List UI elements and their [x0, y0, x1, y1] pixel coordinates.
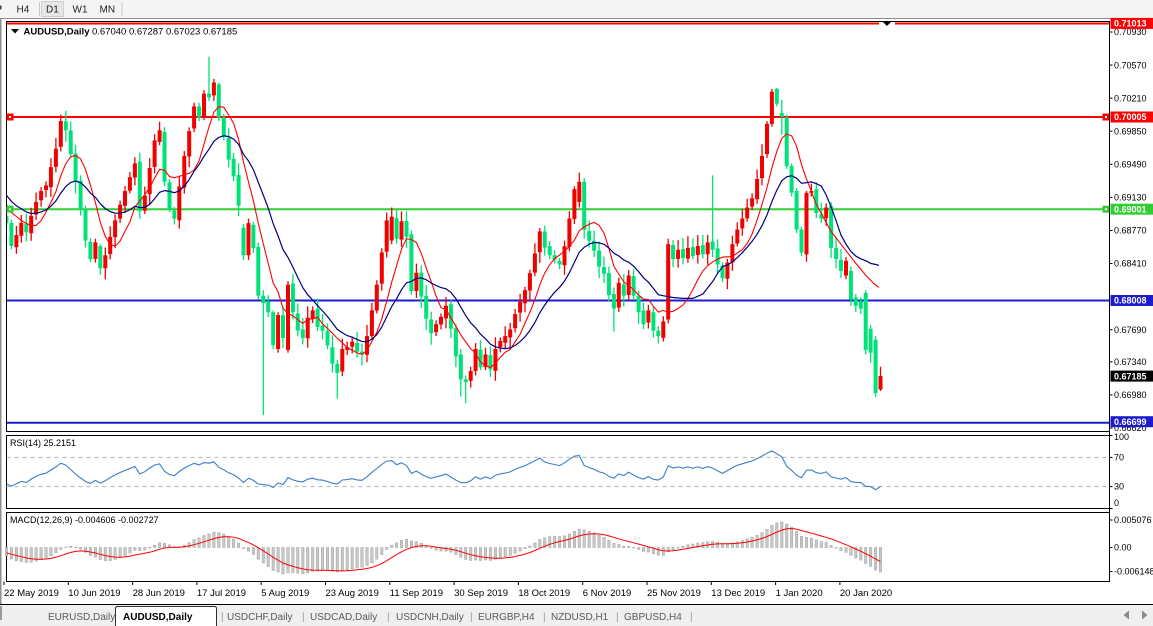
svg-text:18 Oct 2019: 18 Oct 2019	[518, 588, 570, 599]
svg-text:D1: D1	[46, 5, 59, 16]
svg-text:0.69001: 0.69001	[1114, 204, 1147, 214]
svg-text:-0.006148: -0.006148	[1114, 567, 1153, 577]
svg-text:0.70005: 0.70005	[1114, 112, 1147, 122]
svg-text:0.67340: 0.67340	[1114, 357, 1147, 367]
svg-text:22 May 2019: 22 May 2019	[4, 588, 59, 599]
svg-text:70: 70	[1114, 452, 1124, 462]
svg-text:20 Jan 2020: 20 Jan 2020	[840, 588, 892, 599]
svg-text:0.70570: 0.70570	[1114, 60, 1147, 70]
svg-text:30: 30	[1114, 482, 1124, 492]
svg-text:EURUSD,Daily: EURUSD,Daily	[48, 612, 115, 623]
svg-text:USDCAD,Daily: USDCAD,Daily	[310, 612, 377, 623]
svg-text:MACD(12,26,9) -0.004606 -0.002: MACD(12,26,9) -0.004606 -0.002727	[10, 515, 159, 525]
svg-text:RSI(14) 25.2151: RSI(14) 25.2151	[10, 438, 76, 448]
svg-text:0.005076: 0.005076	[1114, 515, 1152, 525]
svg-text:0.67040 0.67287 0.67023 0.6718: 0.67040 0.67287 0.67023 0.67185	[92, 27, 237, 38]
svg-text:GBPUSD,H4: GBPUSD,H4	[624, 612, 682, 623]
svg-text:|: |	[221, 612, 224, 623]
svg-text:1 Jan 2020: 1 Jan 2020	[776, 588, 823, 599]
svg-text:H4: H4	[17, 5, 30, 16]
svg-text:0.71013: 0.71013	[1114, 19, 1147, 29]
svg-text:6 Nov 2019: 6 Nov 2019	[583, 588, 632, 599]
svg-text:AUDUSD,Daily: AUDUSD,Daily	[24, 27, 91, 38]
svg-text:0.67690: 0.67690	[1114, 325, 1147, 335]
svg-text:0: 0	[1114, 498, 1119, 508]
svg-text:0.69850: 0.69850	[1114, 126, 1147, 136]
svg-text:|: |	[470, 612, 473, 623]
svg-text:|: |	[302, 612, 305, 623]
svg-text:13 Dec 2019: 13 Dec 2019	[711, 588, 765, 599]
svg-text:0.69490: 0.69490	[1114, 160, 1147, 170]
svg-text:25 Nov 2019: 25 Nov 2019	[647, 588, 701, 599]
svg-text:30 Sep 2019: 30 Sep 2019	[454, 588, 508, 599]
svg-text:28 Jun 2019: 28 Jun 2019	[133, 588, 185, 599]
svg-text:W1: W1	[73, 5, 88, 16]
svg-text:AUDUSD,Daily: AUDUSD,Daily	[123, 612, 193, 623]
svg-text:17 Jul 2019: 17 Jul 2019	[197, 588, 246, 599]
svg-text:EURGBP,H4: EURGBP,H4	[478, 612, 535, 623]
svg-text:0.69130: 0.69130	[1114, 193, 1147, 203]
svg-text:USDCHF,Daily: USDCHF,Daily	[227, 612, 293, 623]
svg-text:0.66980: 0.66980	[1114, 390, 1147, 400]
svg-text:0.66620: 0.66620	[1114, 423, 1147, 433]
svg-text:0.67185: 0.67185	[1114, 371, 1147, 381]
svg-text:100: 100	[1114, 432, 1129, 442]
svg-text:0.68008: 0.68008	[1114, 296, 1147, 306]
svg-text:5 Aug 2019: 5 Aug 2019	[261, 588, 309, 599]
svg-text:USDCNH,Daily: USDCNH,Daily	[396, 612, 464, 623]
svg-text:0.68770: 0.68770	[1114, 226, 1147, 236]
svg-text:0.00: 0.00	[1114, 543, 1132, 553]
svg-text:0.66699: 0.66699	[1114, 417, 1147, 427]
svg-text:0.70930: 0.70930	[1114, 27, 1147, 37]
svg-text:|: |	[690, 612, 693, 623]
svg-text:0.70210: 0.70210	[1114, 93, 1147, 103]
svg-text:|: |	[543, 612, 546, 623]
svg-text:0.68410: 0.68410	[1114, 259, 1147, 269]
svg-text:|: |	[616, 612, 619, 623]
svg-text:MN: MN	[100, 5, 116, 16]
svg-text:NZDUSD,H1: NZDUSD,H1	[551, 612, 609, 623]
svg-text:11 Sep 2019: 11 Sep 2019	[390, 588, 443, 599]
svg-text:|: |	[387, 612, 390, 623]
svg-text:23 Aug 2019: 23 Aug 2019	[326, 588, 379, 599]
svg-text:10 Jun 2019: 10 Jun 2019	[68, 588, 120, 599]
